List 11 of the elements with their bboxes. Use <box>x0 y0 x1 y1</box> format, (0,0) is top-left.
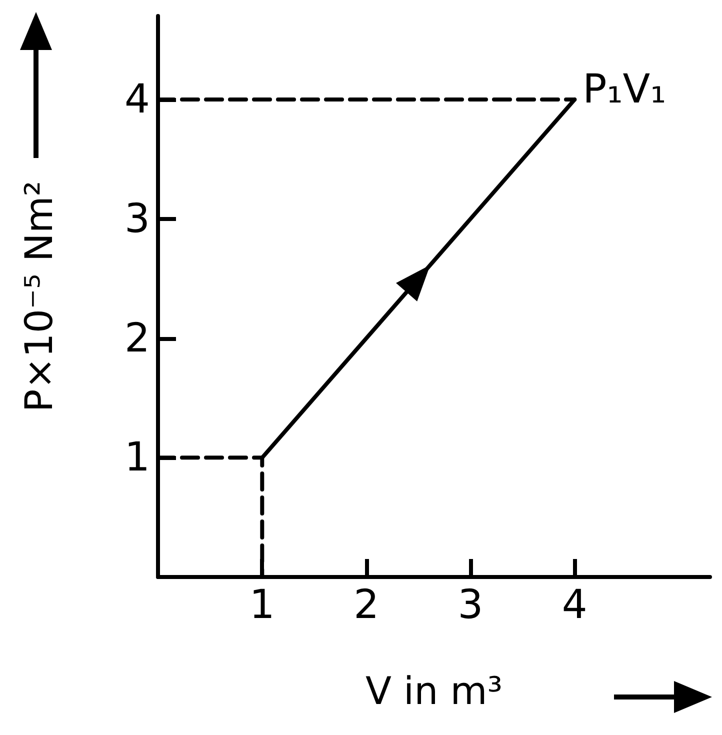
y-tick-label: 1 <box>124 434 150 481</box>
x-tick-label: 4 <box>562 582 588 628</box>
annotation: P₁V₁ <box>582 66 666 113</box>
y-tick-label: 2 <box>124 315 150 362</box>
y-tick-label: 3 <box>124 196 150 242</box>
x-axis-title: V in m³ <box>365 669 503 713</box>
x-tick-label: 2 <box>354 582 380 628</box>
y-tick-label: 4 <box>124 76 150 123</box>
x-tick-label: 1 <box>249 582 275 628</box>
y-axis-title: P×10⁻⁵ Nm² <box>17 180 61 412</box>
x-tick-label: 3 <box>458 582 484 628</box>
